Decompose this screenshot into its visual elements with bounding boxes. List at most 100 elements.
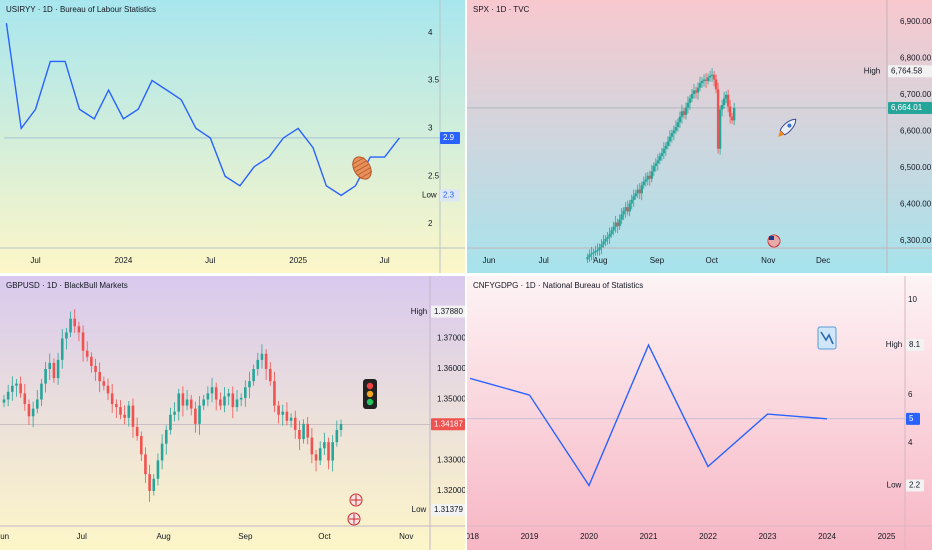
candle <box>31 408 35 417</box>
x-tick-label: Sep <box>238 532 253 541</box>
candle <box>640 185 643 194</box>
candle <box>648 175 651 179</box>
candle <box>177 393 181 412</box>
x-tick-label: Jun <box>0 532 9 541</box>
y-tick-label: 6,800.00 <box>900 53 932 62</box>
candle <box>636 189 639 194</box>
candle <box>106 385 110 394</box>
candle <box>60 338 64 360</box>
low-value-badge-box <box>906 479 924 492</box>
candle <box>102 381 106 386</box>
low-label: Low <box>887 481 902 490</box>
x-tick-label: Jun <box>482 256 495 265</box>
candle <box>44 368 47 384</box>
candle <box>206 393 210 400</box>
candle <box>335 429 339 443</box>
high-label: High <box>411 307 427 316</box>
candle <box>628 203 631 212</box>
candle <box>664 145 668 149</box>
candle <box>302 423 305 440</box>
x-tick-label: Jul <box>205 256 215 265</box>
candle <box>656 160 660 164</box>
candle <box>19 383 22 394</box>
candle <box>339 424 343 430</box>
high-value-badge-box <box>888 65 932 78</box>
y-tick-label: 6,300.00 <box>900 236 932 245</box>
candle <box>135 426 139 437</box>
candle <box>696 87 700 93</box>
candle <box>722 98 726 106</box>
y-tick-label: 4 <box>428 28 433 37</box>
panel-divider-horizontal <box>0 273 932 276</box>
candle <box>638 189 641 194</box>
x-tick-label: Dec <box>816 256 830 265</box>
candle <box>688 98 692 103</box>
cnfygdpg-chart-panel[interactable]: 4 6 10 2018 2019 2020 2021 2022 2023 2024 2025 High… <box>467 276 932 550</box>
candle <box>223 396 226 406</box>
spx-chart-panel[interactable]: 6,300.00 6,400.00 6,500.00 6,600.00 6,700.00… <box>467 0 932 273</box>
candle <box>588 254 591 258</box>
last-value-badge: 2.9 <box>443 133 455 142</box>
candle <box>81 332 85 351</box>
y-tick-label: 4 <box>908 438 913 447</box>
low-value-badge-box <box>440 189 460 202</box>
candle <box>298 429 301 440</box>
spx-chart-title: SPX · 1D · TVC <box>473 5 530 14</box>
candle <box>173 411 176 415</box>
cnfygdpg-chart[interactable]: 4 6 10 2018 2019 2020 2021 2022 2023 2024 2025 High… <box>467 276 932 550</box>
y-tick-label: 2 <box>428 219 433 228</box>
candle <box>244 387 247 398</box>
candle <box>248 381 251 388</box>
candle <box>69 318 72 333</box>
x-tick-label: Aug <box>593 256 607 265</box>
spx-chart[interactable]: 6,300.00 6,400.00 6,500.00 6,600.00 6,700.00… <box>467 0 932 273</box>
candle <box>85 350 89 357</box>
candle <box>164 429 168 444</box>
last-value-badge-box <box>431 418 465 431</box>
y-tick-label: 6 <box>908 390 913 399</box>
candle <box>194 408 197 424</box>
candle <box>6 391 10 400</box>
candle <box>185 399 189 406</box>
candle <box>650 171 653 179</box>
y-tick-label: 1.32000 <box>437 486 465 495</box>
y-tick-label: 6,700.00 <box>900 90 932 99</box>
low-value-badge: 2.3 <box>443 190 455 199</box>
last-value-badge-box <box>906 412 920 425</box>
candle <box>614 222 617 227</box>
low-value-badge-box <box>431 503 465 516</box>
usiryy-chart-panel[interactable]: 2 2.5 3 3.5 4 Jul 2024 Jul 2025 Jul 2.9 Low 2.3 USIR… <box>0 0 465 273</box>
x-tick-label: Jul <box>379 256 389 265</box>
last-value-badge-box <box>440 131 460 144</box>
usiryy-chart[interactable]: 2 2.5 3 3.5 4 Jul 2024 Jul 2025 Jul 2.9 Low 2.3 <box>0 0 465 273</box>
x-tick-label: 2023 <box>759 532 777 541</box>
high-value-badge-box <box>431 305 465 318</box>
candle <box>110 393 114 405</box>
last-value-badge: 6,664.01 <box>891 103 923 112</box>
flag-icon <box>349 493 363 507</box>
panel-background <box>0 0 465 273</box>
candle <box>198 405 201 424</box>
x-tick-label: Nov <box>761 256 775 265</box>
y-tick-label: 1.35000 <box>437 395 465 404</box>
gbpusd-chart-panel[interactable]: 1.32000 1.33000 1.35000 1.36000 1.37000 Jun Ju… <box>0 276 465 550</box>
candle <box>710 74 714 76</box>
candle <box>2 399 6 403</box>
candle <box>160 443 164 461</box>
candle <box>702 79 706 81</box>
sticker-icon <box>351 156 373 180</box>
candle <box>730 116 734 121</box>
candle <box>624 207 627 211</box>
candle <box>604 238 607 242</box>
gbpusd-chart[interactable]: 1.32000 1.33000 1.35000 1.36000 1.37000 Jun Ju… <box>0 276 465 550</box>
candle <box>726 94 730 107</box>
candle <box>714 79 718 90</box>
candle <box>682 111 686 115</box>
candle <box>646 175 649 180</box>
us-flag-icon <box>767 234 781 248</box>
candle <box>52 362 56 379</box>
y-tick-label: 6,900.00 <box>900 17 932 26</box>
candle <box>698 83 702 88</box>
traffic-light-icon <box>363 379 377 409</box>
candle <box>618 219 621 227</box>
